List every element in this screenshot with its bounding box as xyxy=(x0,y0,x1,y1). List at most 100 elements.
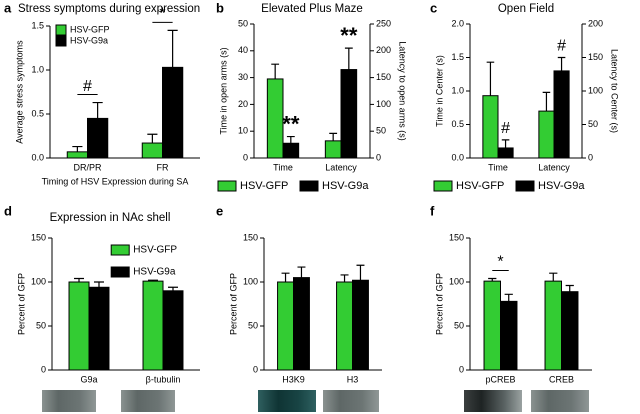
annotation: * xyxy=(497,254,503,271)
y-tick-label: 0 xyxy=(41,364,46,374)
y2-tick-label: 50 xyxy=(376,126,386,136)
bar xyxy=(66,151,88,159)
blot-image xyxy=(464,390,522,412)
error-bar xyxy=(281,272,290,282)
annotation: # xyxy=(557,38,566,55)
y-tick-label: 1.0 xyxy=(451,85,464,95)
y-tick-label: 100 xyxy=(449,276,464,286)
y-tick-label: 0.0 xyxy=(31,152,44,162)
x-tick-label: FR xyxy=(157,162,169,172)
y-tick-label: 0 xyxy=(253,364,258,374)
panel-letter: f xyxy=(430,203,435,218)
y-axis-label: Percent of GFP xyxy=(16,273,26,335)
x-tick-label: Time xyxy=(488,162,508,172)
y-axis-label: Time in Center (s) xyxy=(434,55,444,127)
error-bar xyxy=(565,284,574,292)
y-tick-label: 30 xyxy=(238,72,248,82)
error-bar xyxy=(340,274,349,282)
bar xyxy=(293,277,310,371)
x-tick-label: H3 xyxy=(347,374,359,384)
error-bar xyxy=(92,101,103,119)
y-tick-label: 0.5 xyxy=(451,119,464,129)
annotation: ** xyxy=(340,23,358,48)
y2-tick-label: 0 xyxy=(588,152,593,162)
legend-swatch xyxy=(515,180,535,192)
bar xyxy=(483,280,501,371)
legend-swatch xyxy=(55,24,67,36)
error-bar xyxy=(93,281,104,288)
error-bar xyxy=(344,47,353,70)
error-bar xyxy=(356,264,365,281)
error-bar xyxy=(74,277,85,282)
y-tick-label: 150 xyxy=(449,232,464,242)
y-axis-label: Time in open arms (s) xyxy=(218,47,228,134)
x-tick-label: Latency xyxy=(538,162,570,172)
y-tick-label: 40 xyxy=(238,45,248,55)
panel-letter: d xyxy=(4,203,12,218)
bar xyxy=(162,290,184,371)
legend-label: HSV-GFP xyxy=(456,180,504,192)
panel-letter: c xyxy=(430,0,437,15)
legend-swatch xyxy=(110,244,130,256)
bar xyxy=(352,279,369,371)
annotation: # xyxy=(83,78,92,95)
error-bar xyxy=(167,286,178,291)
y-tick-label: 150 xyxy=(31,232,46,242)
legend-label: HSV-G9a xyxy=(133,267,176,278)
y-tick-label: 50 xyxy=(454,320,464,330)
legend-swatch xyxy=(110,266,130,278)
chart-title: Expression in NAc shell xyxy=(50,212,171,224)
x-tick-label: Latency xyxy=(325,162,357,172)
legend-label: HSV-G9a xyxy=(538,180,585,192)
bar xyxy=(162,66,184,159)
y-tick-label: 1.5 xyxy=(31,20,44,30)
y-tick-label: 0 xyxy=(459,364,464,374)
bar xyxy=(88,286,110,371)
bar xyxy=(282,142,300,159)
error-bar xyxy=(329,132,338,141)
x-tick-label: H3K9 xyxy=(282,374,305,384)
y-axis-label: Percent of GFP xyxy=(434,273,444,335)
bar xyxy=(87,117,109,159)
annotation: # xyxy=(501,120,510,137)
bar xyxy=(340,69,358,159)
error-bar xyxy=(501,139,510,148)
annotation: * xyxy=(159,6,165,23)
y-tick-label: 0.0 xyxy=(451,152,464,162)
y2-tick-label: 100 xyxy=(588,85,603,95)
bar xyxy=(553,70,570,159)
legend-swatch xyxy=(55,35,67,47)
blot-image xyxy=(121,390,175,412)
bar xyxy=(277,281,295,371)
bar xyxy=(141,142,163,159)
legend-label: HSV-GFP xyxy=(70,24,110,34)
y-tick-label: 1.5 xyxy=(451,52,464,62)
y-tick-label: 150 xyxy=(243,232,258,242)
y2-tick-label: 200 xyxy=(588,18,603,28)
y-axis-label: Average stress symptoms xyxy=(14,40,24,144)
y2-tick-label: 0 xyxy=(376,152,381,162)
error-bar xyxy=(72,145,83,152)
legend-swatch xyxy=(299,180,319,192)
error-bar xyxy=(167,29,178,68)
y2-axis-label: Latency to Center (s) xyxy=(610,49,620,133)
annotation: ** xyxy=(282,111,300,136)
x-tick-label: Time xyxy=(273,162,293,172)
chart-title: Elevated Plus Maze xyxy=(261,3,363,15)
y2-axis-label: Latency to open arms (s) xyxy=(398,41,408,141)
error-bar xyxy=(542,91,551,112)
y-tick-label: 0 xyxy=(243,152,248,162)
y-tick-label: 2.0 xyxy=(451,18,464,28)
bar xyxy=(561,291,579,371)
bar xyxy=(336,281,354,371)
y-tick-label: 100 xyxy=(31,276,46,286)
legend-label: HSV-GFP xyxy=(133,245,177,256)
bar xyxy=(497,147,514,159)
error-bar xyxy=(297,266,306,278)
bar xyxy=(324,140,342,159)
y-axis-label: Percent of GFP xyxy=(228,273,238,335)
blot-image xyxy=(531,390,589,412)
legend-label: HSV-GFP xyxy=(240,180,288,192)
y-tick-label: 0.5 xyxy=(31,108,44,118)
